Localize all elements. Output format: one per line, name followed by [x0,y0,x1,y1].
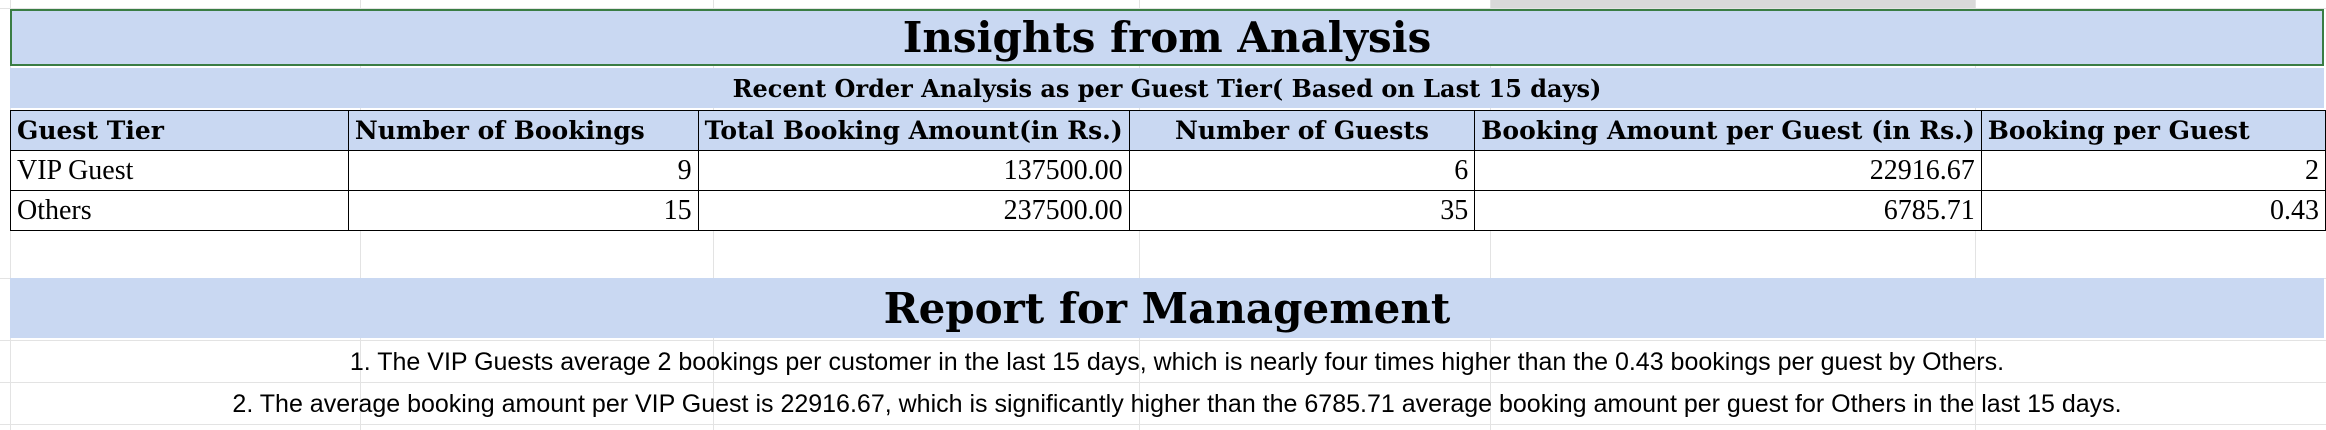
cell-number-of-guests[interactable]: 6 [1128,150,1476,191]
report-title-cell[interactable]: Report for Management [10,278,2324,338]
grid-line [0,8,2326,9]
cell-booking-per-guest[interactable]: 0.43 [1980,190,2326,231]
table-row: Others 15 237500.00 35 6785.71 0.43 [10,190,2326,231]
cell-number-of-guests[interactable]: 35 [1128,190,1476,231]
cell-number-of-bookings[interactable]: 9 [347,150,699,191]
cell-booking-per-guest[interactable]: 2 [1980,150,2326,191]
column-header-booking-per-guest[interactable]: Booking per Guest [1980,110,2326,151]
report-point-text: 2. The average booking amount per VIP Gu… [232,389,2122,418]
cell-total-booking-amount[interactable]: 237500.00 [697,190,1130,231]
grid-line [0,340,2326,341]
guest-tier-table: Guest Tier Number of Bookings Total Book… [10,110,2326,231]
insights-title-cell[interactable]: Insights from Analysis [10,9,2324,66]
grid-line [0,382,2326,383]
column-header-highlight [1490,0,1975,8]
table-subtitle: Recent Order Analysis as per Guest Tier(… [732,73,1602,103]
cell-guest-tier[interactable]: Others [10,190,349,231]
report-point[interactable]: 1. The VIP Guests average 2 bookings per… [10,342,2326,382]
cell-booking-amount-per-guest[interactable]: 6785.71 [1474,190,1982,231]
cell-guest-tier[interactable]: VIP Guest [10,150,349,191]
column-header-total-booking-amount[interactable]: Total Booking Amount(in Rs.) [697,110,1130,151]
subtitle-cell[interactable]: Recent Order Analysis as per Guest Tier(… [10,68,2324,108]
column-header-booking-amount-per-guest[interactable]: Booking Amount per Guest (in Rs.) [1474,110,1982,151]
page-title: Insights from Analysis [902,13,1432,62]
report-title: Report for Management [883,283,1451,333]
table-header-row: Guest Tier Number of Bookings Total Book… [10,110,2326,151]
column-header-number-of-guests[interactable]: Number of Guests [1128,110,1476,151]
column-header-guest-tier[interactable]: Guest Tier [10,110,349,151]
cell-total-booking-amount[interactable]: 137500.00 [697,150,1130,191]
report-point-text: 1. The VIP Guests average 2 bookings per… [349,347,2005,376]
grid-line [0,424,2326,425]
report-point[interactable]: 2. The average booking amount per VIP Gu… [10,384,2326,424]
cell-booking-amount-per-guest[interactable]: 22916.67 [1474,150,1982,191]
column-header-number-of-bookings[interactable]: Number of Bookings [347,110,699,151]
cell-number-of-bookings[interactable]: 15 [347,190,699,231]
table-row: VIP Guest 9 137500.00 6 22916.67 2 [10,150,2326,191]
